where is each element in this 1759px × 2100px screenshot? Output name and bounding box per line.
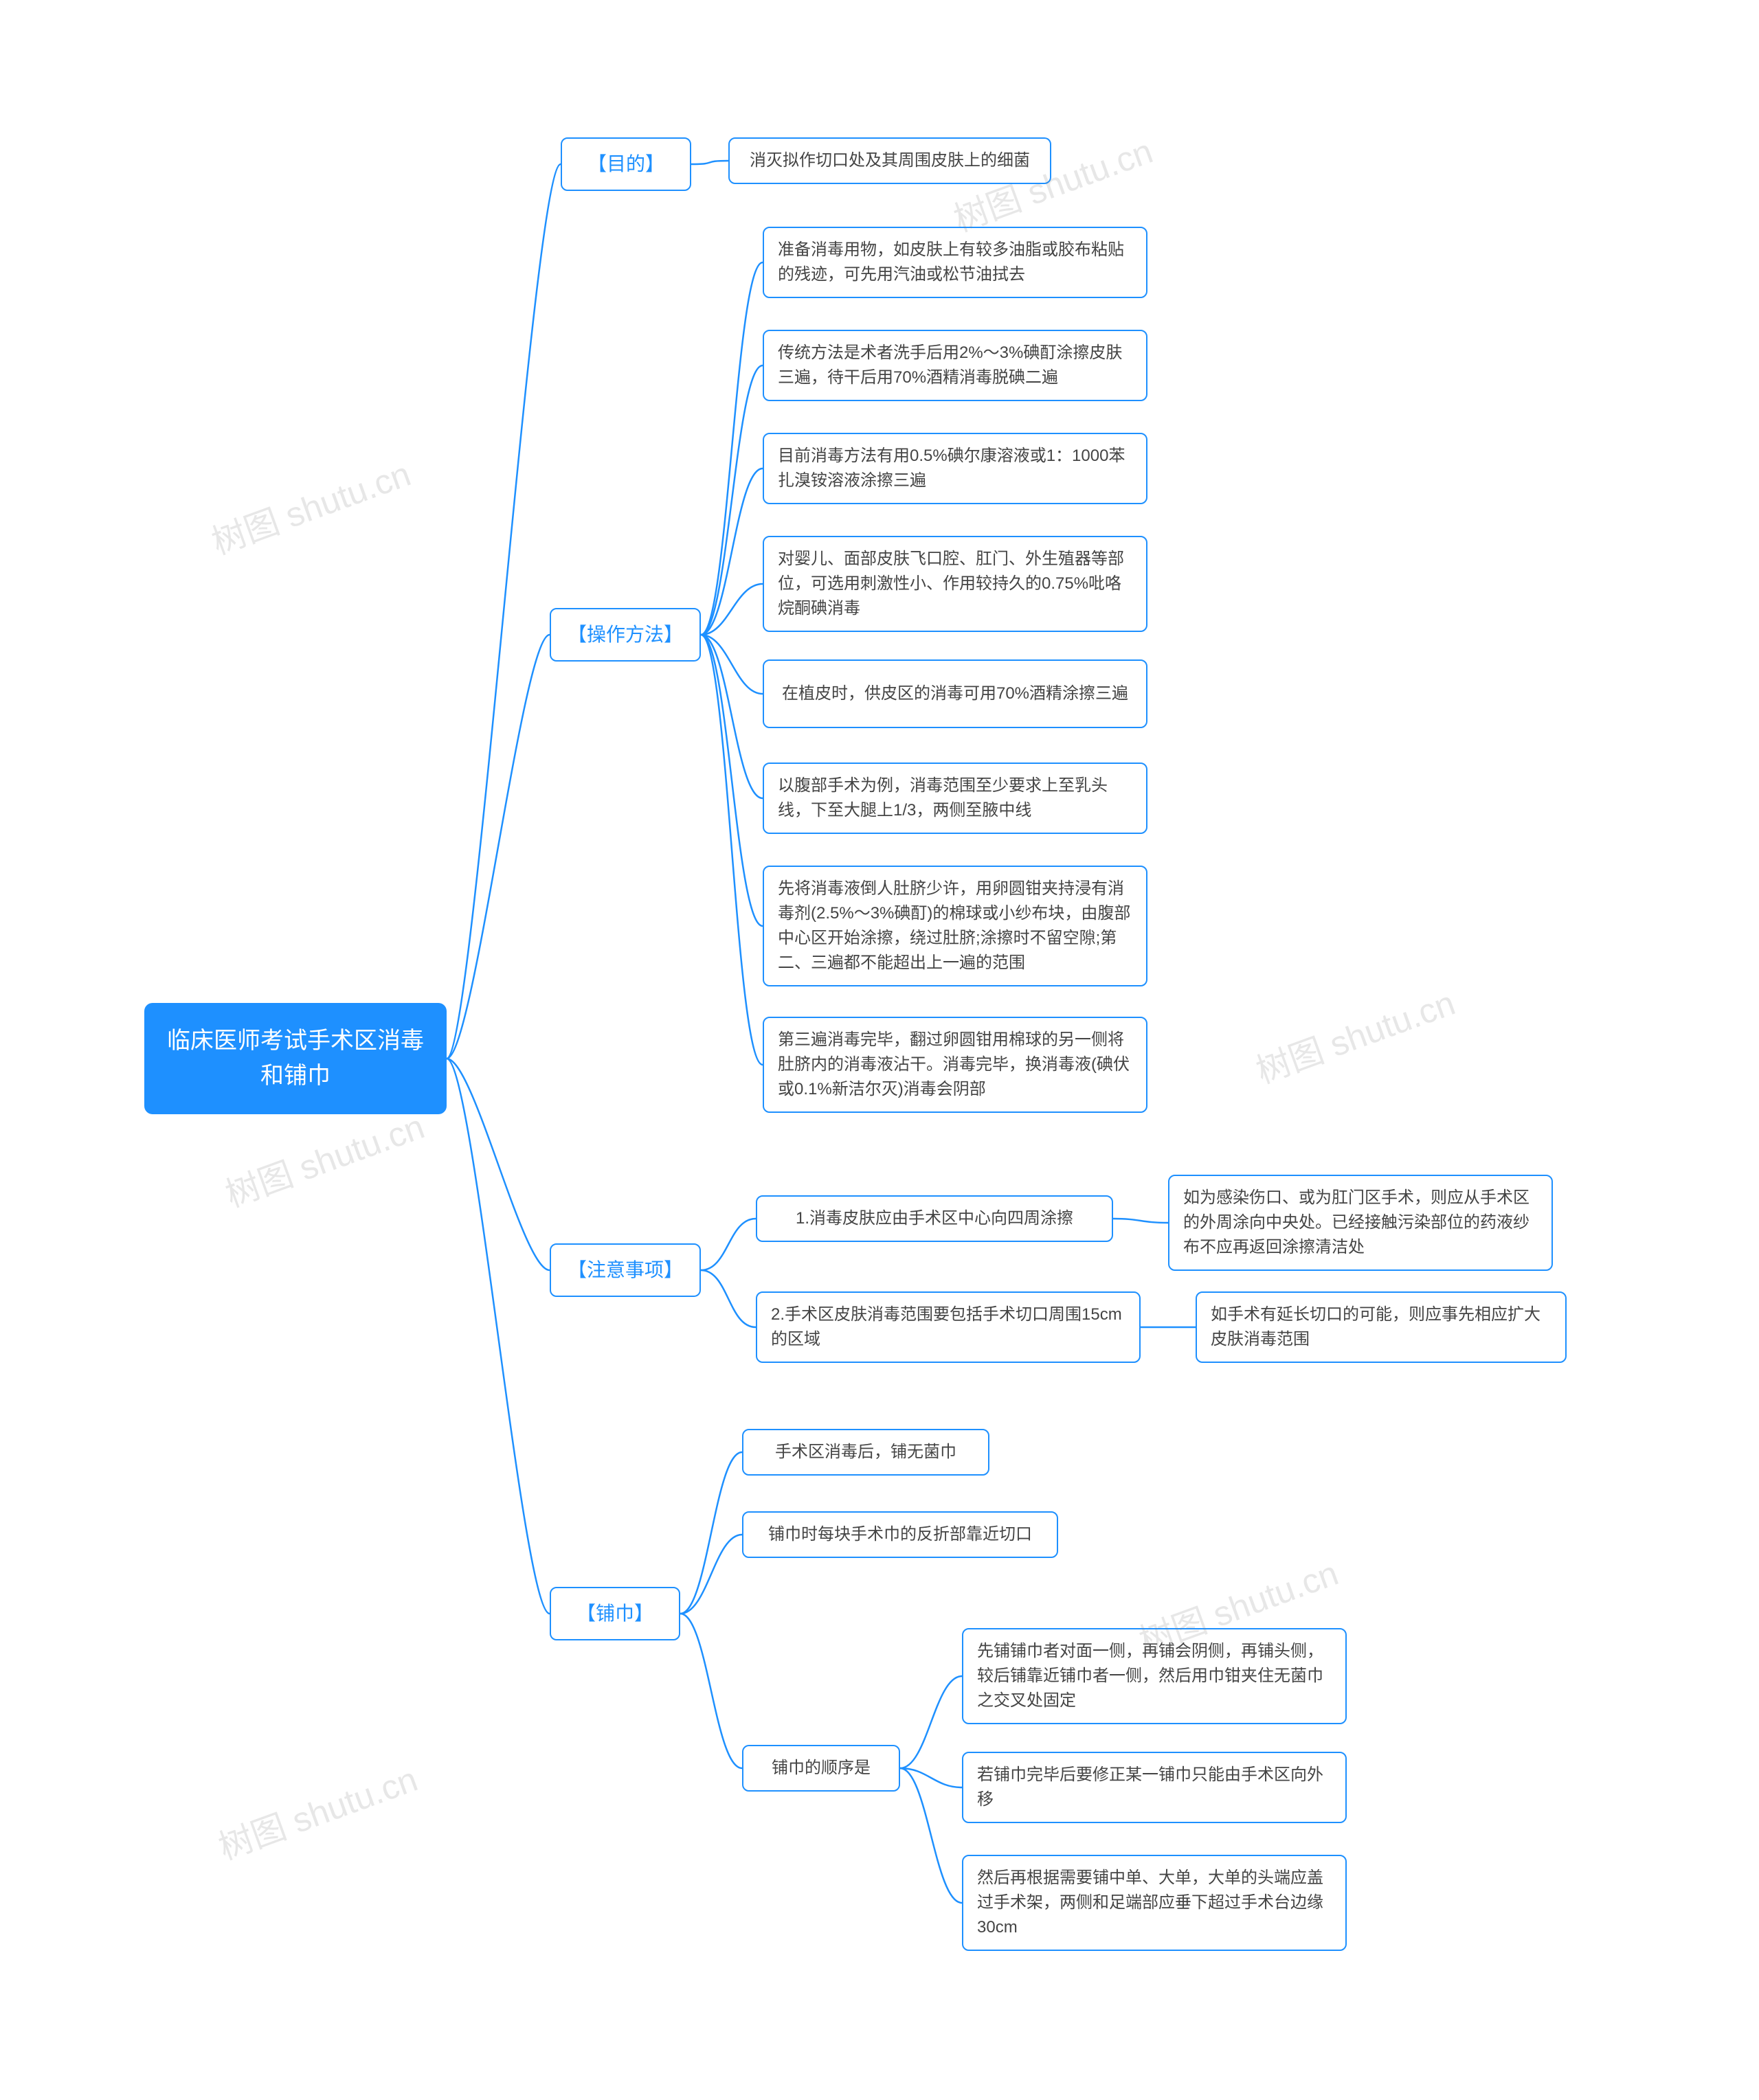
edge-b4l3-b4l3c	[900, 1768, 962, 1903]
edge-b2-b2l4	[701, 584, 763, 635]
node-b3l1a: 如为感染伤口、或为肛门区手术，则应从手术区的外周涂向中央处。已经接触污染部位的药…	[1168, 1175, 1553, 1271]
edge-root-b4	[447, 1059, 550, 1614]
node-b4l1: 手术区消毒后，铺无菌巾	[742, 1429, 989, 1476]
edge-b4-b4l1	[680, 1452, 742, 1614]
edge-b2-b2l6	[701, 635, 763, 798]
node-b2l3: 目前消毒方法有用0.5%碘尔康溶液或1：1000苯扎溴铵溶液涂擦三遍	[763, 433, 1147, 504]
edge-b1-b1l1	[691, 161, 728, 164]
edge-b4-b4l3	[680, 1614, 742, 1768]
watermark: 树图 shutu.cn	[218, 1099, 430, 1217]
node-root: 临床医师考试手术区消毒和铺巾	[144, 1003, 447, 1114]
edge-b4l3-b4l3a	[900, 1676, 962, 1768]
node-b3: 【注意事项】	[550, 1243, 701, 1297]
edge-b2-b2l7	[701, 635, 763, 926]
node-b2l5: 在植皮时，供皮区的消毒可用70%酒精涂擦三遍	[763, 659, 1147, 728]
node-b2l7: 先将消毒液倒人肚脐少许，用卵圆钳夹持浸有消毒剂(2.5%～3%碘酊)的棉球或小纱…	[763, 866, 1147, 986]
edge-b3-b3l1	[701, 1219, 756, 1270]
node-b3l2a: 如手术有延长切口的可能，则应事先相应扩大皮肤消毒范围	[1196, 1291, 1567, 1363]
edge-b2-b2l2	[701, 365, 763, 635]
node-b4l3a: 先铺铺巾者对面一侧，再铺会阴侧，再铺头侧，较后铺靠近铺巾者一侧，然后用巾钳夹住无…	[962, 1628, 1347, 1724]
edge-b2-b2l3	[701, 468, 763, 635]
node-b4l3c: 然后再根据需要铺中单、大单，大单的头端应盖过手术架，两侧和足端部应垂下超过手术台…	[962, 1855, 1347, 1951]
edge-b3-b3l2	[701, 1270, 756, 1327]
watermark: 树图 shutu.cn	[211, 1752, 423, 1869]
node-b4: 【铺巾】	[550, 1587, 680, 1640]
edge-b2-b2l1	[701, 262, 763, 635]
edge-b2-b2l5	[701, 635, 763, 694]
node-b2: 【操作方法】	[550, 608, 701, 662]
node-b1l1: 消灭拟作切口处及其周围皮肤上的细菌	[728, 137, 1051, 184]
edge-b4l3-b4l3b	[900, 1768, 962, 1787]
edge-b4-b4l2	[680, 1535, 742, 1614]
edge-root-b2	[447, 635, 550, 1059]
watermark: 树图 shutu.cn	[1248, 975, 1461, 1093]
node-b4l3b: 若铺巾完毕后要修正某一铺巾只能由手术区向外移	[962, 1752, 1347, 1823]
edge-b2-b2l8	[701, 635, 763, 1065]
node-b2l2: 传统方法是术者洗手后用2%～3%碘酊涂擦皮肤三遍，待干后用70%酒精消毒脱碘二遍	[763, 330, 1147, 401]
node-b3l1: 1.消毒皮肤应由手术区中心向四周涂擦	[756, 1195, 1113, 1242]
node-b2l8: 第三遍消毒完毕，翻过卵圆钳用棉球的另一侧将肚脐内的消毒液沾干。消毒完毕，换消毒液…	[763, 1017, 1147, 1113]
watermark: 树图 shutu.cn	[204, 447, 416, 564]
edge-b3l1-b3l1a	[1113, 1219, 1168, 1223]
node-b2l6: 以腹部手术为例，消毒范围至少要求上至乳头线，下至大腿上1/3，两侧至腋中线	[763, 763, 1147, 834]
node-b4l3: 铺巾的顺序是	[742, 1745, 900, 1792]
node-b3l2: 2.手术区皮肤消毒范围要包括手术切口周围15cm的区域	[756, 1291, 1141, 1363]
edge-root-b1	[447, 164, 561, 1059]
node-b2l1: 准备消毒用物，如皮肤上有较多油脂或胶布粘贴的残迹，可先用汽油或松节油拭去	[763, 227, 1147, 298]
node-b4l2: 铺巾时每块手术巾的反折部靠近切口	[742, 1511, 1058, 1558]
edge-root-b3	[447, 1059, 550, 1270]
node-b2l4: 对婴儿、面部皮肤飞口腔、肛门、外生殖器等部位，可选用刺激性小、作用较持久的0.7…	[763, 536, 1147, 632]
node-b1: 【目的】	[561, 137, 691, 191]
